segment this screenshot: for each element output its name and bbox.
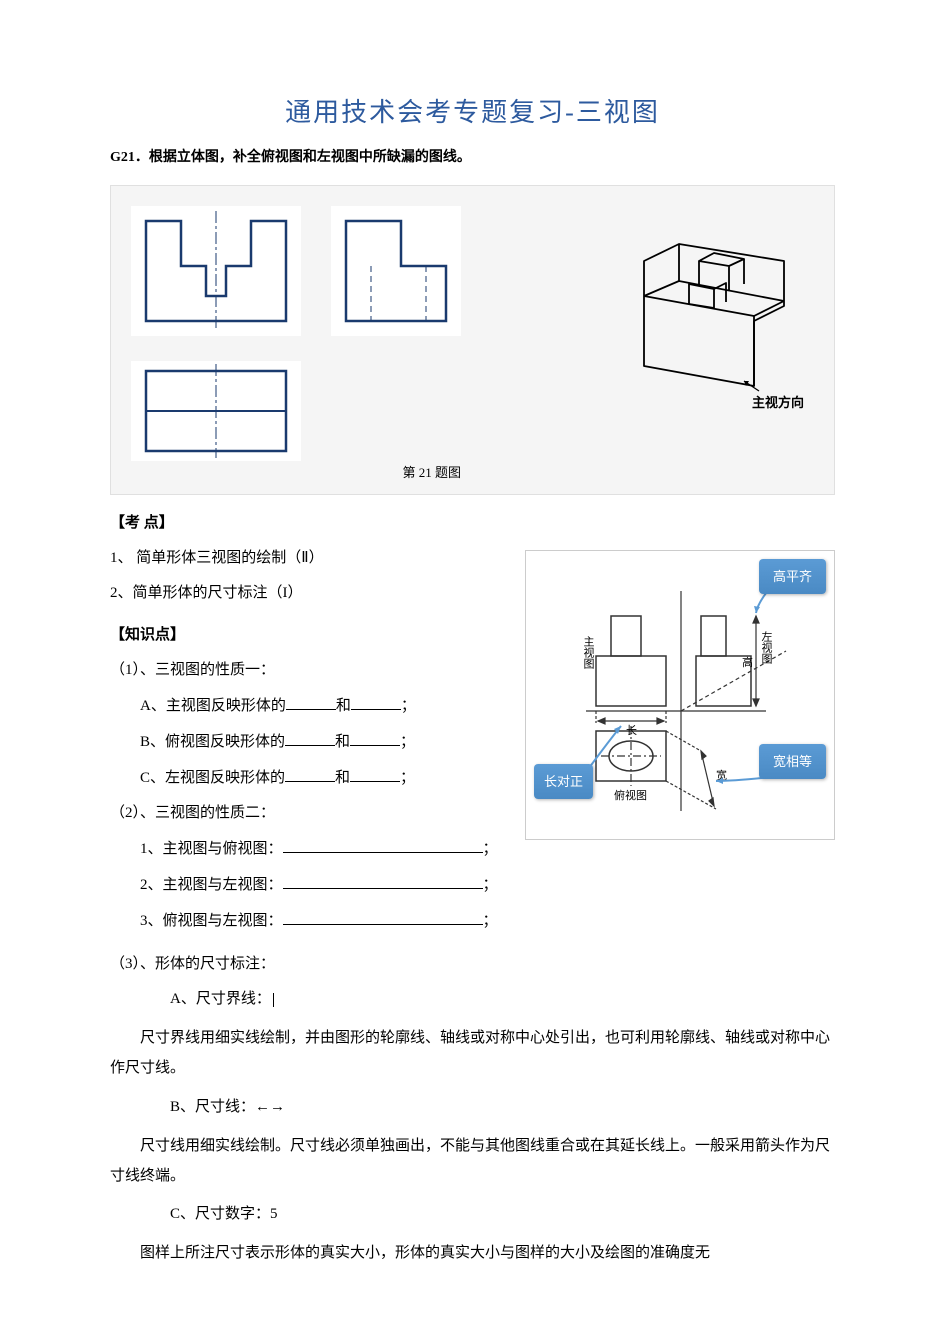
length-label: 长 bbox=[626, 724, 637, 737]
blank-field[interactable] bbox=[350, 728, 400, 746]
suffix-text: ； bbox=[401, 698, 416, 714]
dims-b-label-text: B、尺寸线： bbox=[170, 1099, 255, 1115]
dims-c-value: 5 bbox=[270, 1206, 278, 1222]
dims-b-label: B、尺寸线：←→ bbox=[110, 1093, 835, 1121]
side-view-drawing bbox=[331, 206, 461, 336]
dims-a-label: A、尺寸界线： bbox=[110, 986, 835, 1013]
prop2-1-prefix: 1、主视图与俯视图： bbox=[140, 841, 283, 857]
dims-c-label: C、尺寸数字：5 bbox=[110, 1201, 835, 1228]
top-view-label: 俯视图 bbox=[614, 788, 647, 802]
dims-b-text: 尺寸线用细实线绘制。尺寸线必须单独画出，不能与其他图线重合或在其延长线上。一般采… bbox=[110, 1131, 835, 1191]
figure-caption: 第 21 题图 bbox=[403, 461, 462, 484]
suffix-text: ； bbox=[483, 877, 498, 893]
and-text: 和 bbox=[335, 770, 350, 786]
view-direction-label: 主视方向 bbox=[752, 391, 804, 414]
dims-heading: （3）、形体的尺寸标注： bbox=[110, 951, 835, 978]
blank-field-long[interactable] bbox=[283, 835, 483, 853]
three-view-diagram: 主视图 左视图 俯视图 高 长 宽 高平齐 长对正 宽相等 bbox=[525, 550, 835, 840]
question-header: G21．根据立体图，补全俯视图和左视图中所缺漏的图线。 bbox=[110, 145, 835, 170]
blank-field[interactable] bbox=[285, 764, 335, 782]
prop2-3: 3、俯视图与左视图： ； bbox=[110, 907, 835, 935]
blank-field-long[interactable] bbox=[283, 907, 483, 925]
dims-c-text: 图样上所注尺寸表示形体的真实大小，形体的真实大小与图样的大小及绘图的准确度无 bbox=[110, 1238, 835, 1268]
front-view-label: 主视图 bbox=[582, 636, 595, 670]
callout-length-align: 长对正 bbox=[534, 764, 593, 799]
cursor-icon bbox=[273, 993, 274, 1007]
isometric-view bbox=[614, 226, 814, 406]
prop1-c-prefix: C、左视图反映形体的 bbox=[140, 770, 285, 786]
callout-height-align: 高平齐 bbox=[759, 559, 826, 594]
blank-field[interactable] bbox=[351, 692, 401, 710]
suffix-text: ； bbox=[483, 841, 498, 857]
suffix-text: ； bbox=[400, 734, 415, 750]
prop2-3-prefix: 3、俯视图与左视图： bbox=[140, 913, 283, 929]
callout-width-align: 宽相等 bbox=[759, 744, 826, 779]
height-label: 高 bbox=[742, 655, 753, 669]
blank-field-long[interactable] bbox=[283, 871, 483, 889]
dims-c-label-text: C、尺寸数字： bbox=[170, 1206, 270, 1222]
exam-points-label: 【考 点】 bbox=[110, 510, 835, 537]
suffix-text: ； bbox=[400, 770, 415, 786]
page-title: 通用技术会考专题复习-三视图 bbox=[110, 90, 835, 137]
prop1-a-prefix: A、主视图反映形体的 bbox=[140, 698, 286, 714]
prop1-b-prefix: B、俯视图反映形体的 bbox=[140, 734, 285, 750]
prop2-2-prefix: 2、主视图与左视图： bbox=[140, 877, 283, 893]
side-view-label: 左视图 bbox=[760, 631, 773, 665]
dims-a-label-text: A、尺寸界线： bbox=[170, 991, 271, 1007]
views-container bbox=[121, 196, 511, 486]
front-view-drawing bbox=[131, 206, 301, 336]
blank-field[interactable] bbox=[285, 728, 335, 746]
blank-field[interactable] bbox=[350, 764, 400, 782]
top-view-drawing bbox=[131, 361, 301, 461]
and-text: 和 bbox=[335, 734, 350, 750]
and-text: 和 bbox=[336, 698, 351, 714]
prop2-2: 2、主视图与左视图： ； bbox=[110, 871, 835, 899]
blank-field[interactable] bbox=[286, 692, 336, 710]
dims-a-text: 尺寸界线用细实线绘制，并由图形的轮廓线、轴线或对称中心处引出，也可利用轮廓线、轴… bbox=[110, 1023, 835, 1083]
arrow-icon: ←→ bbox=[255, 1098, 285, 1115]
figure-area: 主视方向 第 21 题图 bbox=[110, 185, 835, 495]
suffix-text: ； bbox=[483, 913, 498, 929]
